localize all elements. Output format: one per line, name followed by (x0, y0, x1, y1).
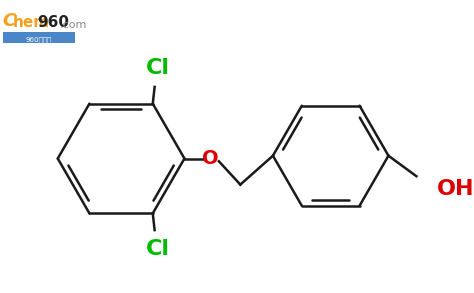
Text: OH: OH (437, 179, 474, 199)
Text: .com: .com (60, 20, 87, 30)
Text: Cl: Cl (146, 239, 169, 259)
Text: C: C (3, 12, 16, 30)
Bar (3, 32, 75, 43)
Text: hem: hem (13, 15, 50, 30)
Text: 960: 960 (37, 15, 69, 30)
Text: O: O (202, 149, 219, 168)
Text: Cl: Cl (146, 57, 169, 78)
Text: 960化工网: 960化工网 (26, 36, 52, 42)
